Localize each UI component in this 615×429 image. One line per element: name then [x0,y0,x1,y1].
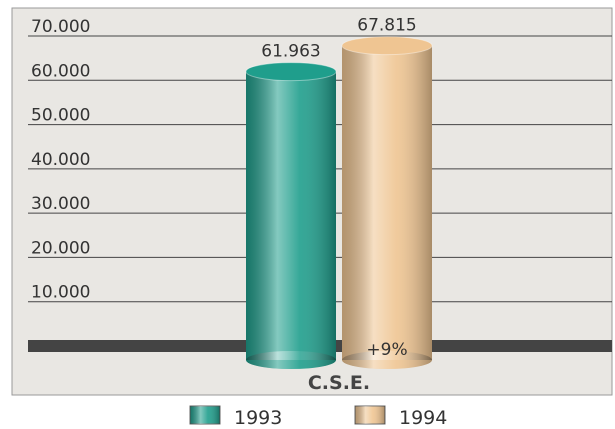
legend-swatch-shine [190,406,220,424]
value-label-bg [355,15,419,35]
legend-swatch-shine [355,406,385,424]
y-tick-label: 60.000 [31,61,90,81]
y-tick-label: 50.000 [31,106,90,126]
value-label: 61.963 [261,42,320,62]
y-tick-label: 20.000 [31,238,90,258]
y-tick-label: 70.000 [31,17,90,37]
category-label: C.S.E. [308,372,370,394]
bar-bottom-shine [246,351,336,369]
legend-label: 1993 [234,407,282,429]
annotation: +9% [366,340,407,360]
legend-label: 1994 [399,407,447,429]
bar-shine [342,45,432,361]
value-label-bg [259,41,323,61]
y-tick-label: 10.000 [31,283,90,303]
bar-shine [246,71,336,360]
value-label: 67.815 [357,16,416,36]
bar-top [341,36,433,56]
y-tick-label: 30.000 [31,194,90,214]
bar-top [245,62,337,82]
bar-bottom-shine [342,351,432,369]
y-tick-label: 40.000 [31,150,90,170]
